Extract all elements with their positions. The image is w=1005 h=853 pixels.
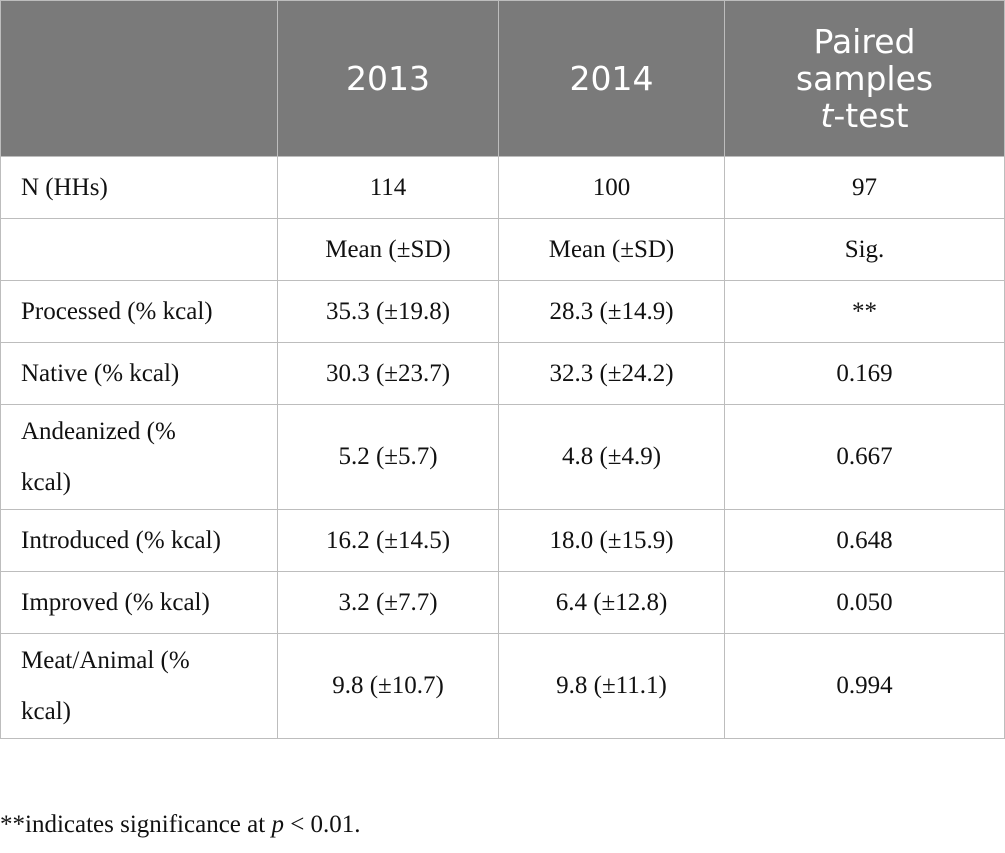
value-2014: 28.3 (±14.9)	[498, 280, 725, 343]
value-2013: 30.3 (±23.7)	[277, 342, 499, 405]
value-sig: 0.667	[724, 404, 1005, 510]
value-2014: Mean (±SD)	[498, 218, 725, 281]
table-row: Andeanized (% kcal) 5.2 (±5.7) 4.8 (±4.9)…	[0, 404, 1005, 510]
table-row: Meat/Animal (% kcal) 9.8 (±10.7) 9.8 (±11…	[0, 633, 1005, 739]
table-body: N (HHs) 114 100 97 Mean (±SD) Mean (±SD)…	[0, 156, 1005, 739]
header-line-samples: samples	[795, 59, 934, 98]
row-label: Introduced (% kcal)	[0, 509, 278, 572]
header-row: 2013 2014 Paired samples t-test	[0, 0, 1005, 157]
header-blank-cell	[0, 0, 278, 157]
value-2014: 18.0 (±15.9)	[498, 509, 725, 572]
header-line-t-test: t-test	[725, 97, 1004, 134]
table-footnote: **indicates significance at p < 0.01.	[0, 811, 361, 839]
value-sig: 0.050	[724, 571, 1005, 634]
row-label-line: Meat/Animal (%	[21, 647, 190, 674]
row-label-line: Andeanized (%	[21, 418, 176, 445]
value-2014: 9.8 (±11.1)	[498, 633, 725, 739]
table-header: 2013 2014 Paired samples t-test	[0, 0, 1005, 157]
value-sig: **	[724, 280, 1005, 343]
footnote-prefix: **indicates significance at	[0, 811, 272, 838]
header-line-paired: Paired	[813, 22, 916, 61]
value-2013: 9.8 (±10.7)	[277, 633, 499, 739]
header-2014: 2014	[498, 0, 725, 157]
table-row: N (HHs) 114 100 97	[0, 156, 1005, 219]
value-2013: 35.3 (±19.8)	[277, 280, 499, 343]
value-sig: 0.169	[724, 342, 1005, 405]
value-2013: 16.2 (±14.5)	[277, 509, 499, 572]
header-t-italic: t	[820, 96, 834, 135]
data-table: 2013 2014 Paired samples t-test N (HHs) …	[0, 0, 1005, 739]
value-2014: 100	[498, 156, 725, 219]
value-2013: 3.2 (±7.7)	[277, 571, 499, 634]
header-test-suffix: -test	[833, 96, 909, 135]
footnote-suffix: < 0.01.	[283, 811, 361, 838]
header-paired-t-test: Paired samples t-test	[724, 0, 1005, 157]
table-row: Improved (% kcal) 3.2 (±7.7) 6.4 (±12.8)…	[0, 571, 1005, 634]
table-row: Native (% kcal) 30.3 (±23.7) 32.3 (±24.2…	[0, 342, 1005, 405]
row-label: N (HHs)	[0, 156, 278, 219]
value-2013: Mean (±SD)	[277, 218, 499, 281]
footnote-p-italic: p	[271, 811, 284, 838]
table-row: Processed (% kcal) 35.3 (±19.8) 28.3 (±1…	[0, 280, 1005, 343]
row-label-line: kcal)	[21, 698, 71, 725]
value-sig: Sig.	[724, 218, 1005, 281]
value-2014: 6.4 (±12.8)	[498, 571, 725, 634]
row-label-line: kcal)	[21, 469, 71, 496]
value-sig: 97	[724, 156, 1005, 219]
row-label: Improved (% kcal)	[0, 571, 278, 634]
row-label: Andeanized (% kcal)	[0, 404, 278, 510]
table-row: Mean (±SD) Mean (±SD) Sig.	[0, 218, 1005, 281]
value-2014: 32.3 (±24.2)	[498, 342, 725, 405]
value-2014: 4.8 (±4.9)	[498, 404, 725, 510]
row-label: Processed (% kcal)	[0, 280, 278, 343]
table-row: Introduced (% kcal) 16.2 (±14.5) 18.0 (±…	[0, 509, 1005, 572]
header-2013: 2013	[277, 0, 499, 157]
value-sig: 0.648	[724, 509, 1005, 572]
row-label	[0, 218, 278, 281]
value-2013: 114	[277, 156, 499, 219]
row-label: Native (% kcal)	[0, 342, 278, 405]
value-sig: 0.994	[724, 633, 1005, 739]
row-label: Meat/Animal (% kcal)	[0, 633, 278, 739]
value-2013: 5.2 (±5.7)	[277, 404, 499, 510]
